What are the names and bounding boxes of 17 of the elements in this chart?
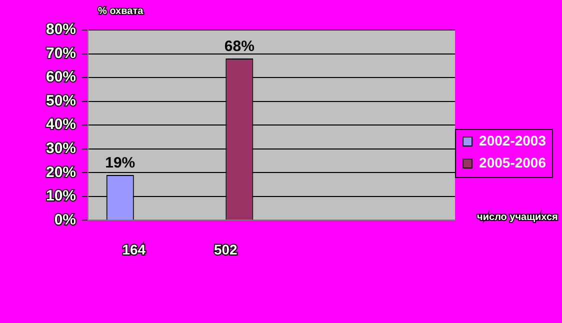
- y-tick-label: 10%: [46, 188, 76, 205]
- y-tick-label: 0%: [54, 211, 76, 228]
- y-tick-label: 50%: [46, 92, 76, 110]
- y-tick-label: 70%: [46, 44, 76, 62]
- data-label: 68%: [224, 38, 254, 56]
- y-tick-label: 30%: [46, 140, 76, 158]
- data-label: 19%: [105, 154, 136, 172]
- x-axis-title: число учащихся: [477, 212, 558, 223]
- x-tick-label: 502: [214, 241, 238, 258]
- x-tick-label: 164: [122, 241, 146, 258]
- y-tick-label: 60%: [46, 68, 76, 86]
- y-tick-label: 80%: [46, 21, 76, 38]
- y-tick-label: 40%: [46, 116, 76, 134]
- legend-label: 2005-2006: [479, 154, 546, 170]
- y-tick-label: 20%: [46, 164, 76, 181]
- legend-label: 2002-2003: [479, 132, 546, 148]
- y-axis-title: % охвата: [98, 6, 144, 17]
